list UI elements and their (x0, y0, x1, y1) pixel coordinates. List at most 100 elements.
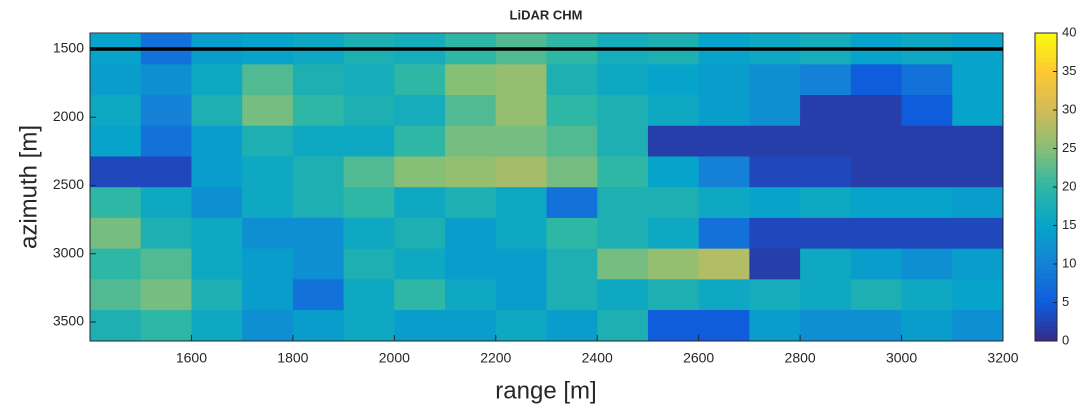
colorbar-swatch (1035, 302, 1057, 308)
heatmap-cell (952, 310, 1003, 341)
heatmap-cell (597, 217, 649, 250)
colorbar-swatch (1035, 37, 1057, 44)
heatmap-cell (292, 310, 345, 341)
heatmap-cell (191, 95, 243, 127)
heatmap-cell (901, 248, 953, 280)
colorbar-swatch (1035, 172, 1057, 178)
heatmap-cell (394, 156, 446, 188)
heatmap-cell (445, 310, 497, 341)
heatmap-cell (292, 248, 345, 280)
plot-frame (89, 32, 1004, 342)
heatmap-cell (597, 156, 649, 188)
heatmap-cell (191, 125, 243, 157)
heatmap-cell (597, 125, 649, 157)
heatmap-cell (90, 279, 142, 311)
colorbar-swatch (1035, 292, 1057, 299)
colorbar: 0 5 10 15 20 25 30 35 40 (1034, 24, 1076, 347)
heatmap-cell (901, 217, 953, 250)
colorbar-swatch (1035, 326, 1057, 332)
colorbar-tick-label: 30 (1062, 101, 1076, 116)
colorbar-swatch (1035, 81, 1057, 87)
colorbar-swatch (1035, 95, 1057, 101)
heatmap-cell (546, 279, 598, 311)
heatmap-cell (191, 217, 243, 250)
heatmap-cell (597, 310, 649, 341)
heatmap-cell (90, 248, 142, 280)
heatmap-cell (495, 125, 547, 157)
heatmap-cell (343, 95, 395, 127)
colorbar-swatch (1035, 71, 1057, 77)
colorbar-swatch (1035, 259, 1057, 265)
heatmap-cell (698, 156, 750, 188)
heatmap-cell (546, 156, 598, 188)
heatmap-cell (140, 64, 192, 96)
heatmap-cell (394, 310, 446, 341)
heatmap-cell (952, 64, 1003, 96)
colorbar-swatch (1035, 307, 1057, 313)
heatmap-cell (850, 125, 903, 157)
heatmap-cell (394, 125, 446, 157)
heatmap-cell (445, 156, 497, 188)
heatmap-cell (242, 156, 294, 188)
colorbar-swatch (1035, 90, 1057, 97)
heatmap-cell (698, 248, 750, 280)
heatmap-cell (343, 64, 395, 96)
x-axis-label: range [m] (495, 377, 596, 404)
colorbar-swatch (1035, 249, 1057, 255)
heatmap-cell (800, 248, 852, 280)
heatmap-cell (800, 95, 852, 127)
heatmap-cell (445, 248, 497, 280)
heatmap-cell (343, 156, 395, 188)
colorbar-swatch (1035, 134, 1057, 140)
colorbar-swatch (1035, 187, 1057, 193)
heatmap-cell (445, 125, 497, 157)
heatmap-cell (90, 64, 142, 96)
heatmap-cell (242, 279, 294, 311)
colorbar-swatch (1035, 143, 1057, 149)
heatmap-cell (546, 125, 598, 157)
heatmap-cell (90, 156, 142, 188)
heatmap-cell (901, 64, 953, 96)
heatmap-cell (546, 95, 598, 127)
heatmap-cell (647, 217, 700, 250)
colorbar-swatch (1035, 148, 1057, 154)
x-tick-label: 2600 (683, 350, 714, 366)
colorbar-swatch (1035, 312, 1057, 318)
heatmap-cell (901, 187, 953, 219)
heatmap-cell (242, 248, 294, 280)
heatmap-cell (242, 187, 294, 219)
colorbar-swatch (1035, 66, 1057, 72)
heatmap-cell (445, 187, 497, 219)
heatmap-cell (90, 95, 142, 127)
heatmap-cell (749, 187, 801, 219)
heatmap-cell (495, 279, 547, 311)
colorbar-swatch (1035, 297, 1057, 303)
colorbar-swatch (1035, 47, 1057, 53)
heatmap-cell (749, 95, 801, 127)
heatmap-cell (242, 310, 294, 341)
x-tick-label: 3000 (886, 350, 917, 366)
heatmap-cell (445, 279, 497, 311)
heatmap-cell (597, 279, 649, 311)
heatmap-cell (495, 248, 547, 280)
heatmap-cell (140, 248, 192, 280)
heatmap-cell (800, 310, 852, 341)
x-tick-label: 2000 (379, 350, 410, 366)
colorbar-swatch (1035, 220, 1057, 226)
heatmap-cell (546, 64, 598, 96)
heatmap-cell (495, 187, 547, 219)
colorbar-swatch (1035, 278, 1057, 284)
heatmap-cell (140, 187, 192, 219)
heatmap-cell (292, 156, 345, 188)
heatmap-cell (698, 279, 750, 311)
heatmap-cell (191, 156, 243, 188)
y-tick-label: 1500 (53, 40, 84, 56)
x-tick-label: 3200 (987, 350, 1018, 366)
y-axis-label: azimuth [m] (15, 125, 42, 249)
heatmap-cell (90, 217, 142, 250)
heatmap-cell (850, 310, 903, 341)
heatmap-cell (850, 248, 903, 280)
colorbar-swatch (1035, 215, 1057, 222)
colorbar-swatch (1035, 61, 1057, 68)
colorbar-swatch (1035, 191, 1057, 198)
